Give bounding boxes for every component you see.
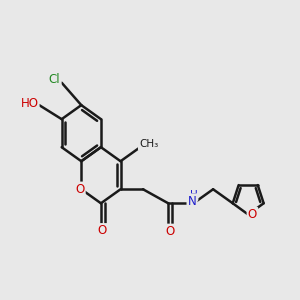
Text: O: O (75, 183, 85, 196)
Text: H: H (190, 190, 197, 200)
Text: Cl: Cl (49, 74, 61, 86)
Text: O: O (98, 224, 107, 237)
Text: N: N (188, 194, 197, 208)
Text: O: O (165, 225, 174, 238)
Text: O: O (248, 208, 257, 221)
Text: HO: HO (20, 97, 38, 110)
Text: CH₃: CH₃ (139, 140, 158, 149)
